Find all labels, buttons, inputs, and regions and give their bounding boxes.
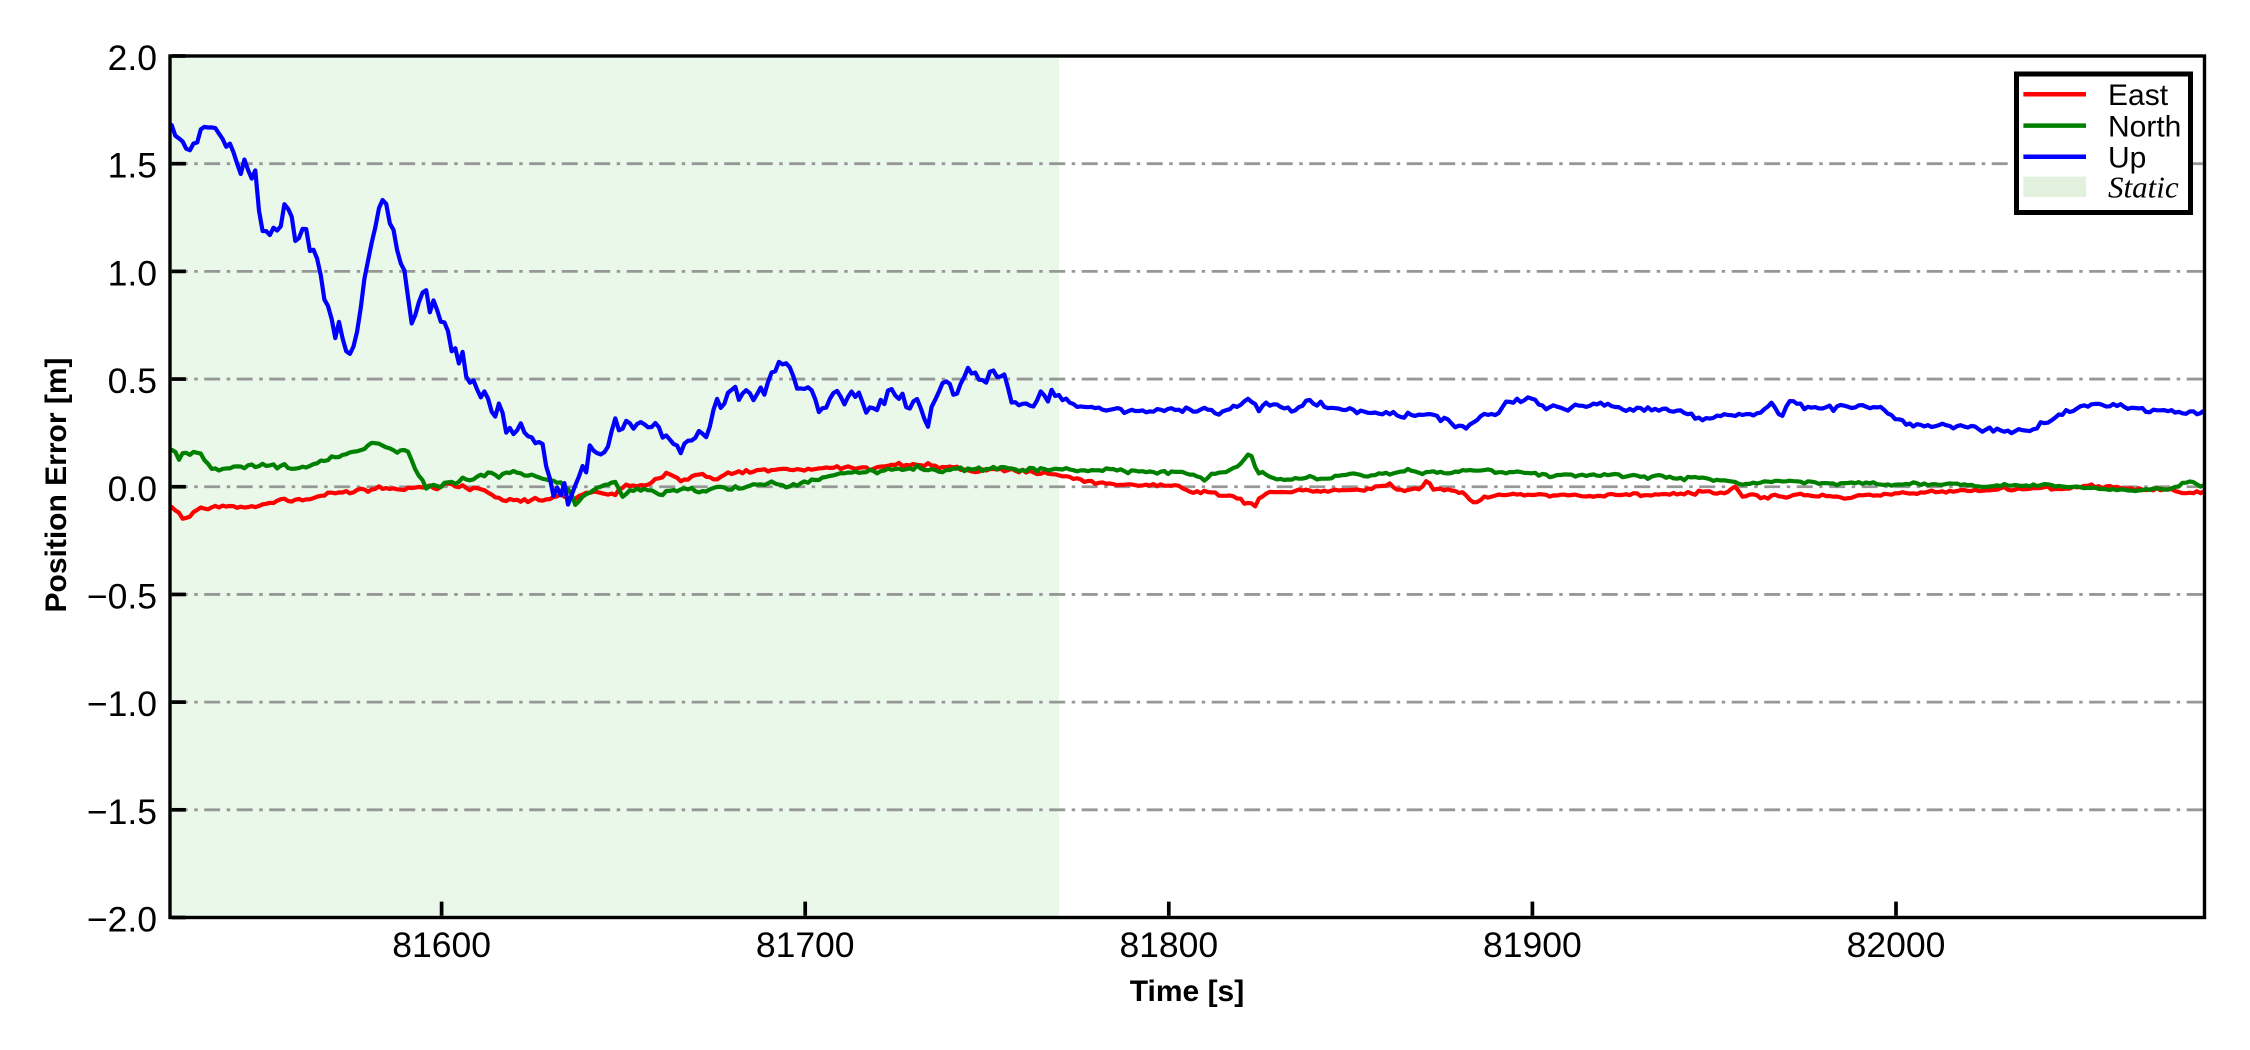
svg-text:81700: 81700	[756, 925, 855, 965]
svg-text:Up: Up	[2108, 142, 2146, 175]
svg-text:Static: Static	[2108, 169, 2179, 204]
svg-text:Position Error [m]: Position Error [m]	[40, 357, 73, 612]
svg-text:1.5: 1.5	[108, 146, 157, 186]
svg-text:81800: 81800	[1119, 925, 1218, 965]
svg-text:82000: 82000	[1847, 925, 1946, 965]
svg-text:−2.0: −2.0	[87, 900, 157, 940]
svg-text:−0.5: −0.5	[87, 576, 157, 616]
svg-text:0.5: 0.5	[108, 361, 157, 401]
svg-text:−1.5: −1.5	[87, 792, 157, 832]
svg-text:2.0: 2.0	[108, 38, 157, 78]
svg-text:1.0: 1.0	[108, 253, 157, 293]
svg-text:81900: 81900	[1483, 925, 1582, 965]
svg-text:East: East	[2108, 79, 2169, 112]
svg-text:North: North	[2108, 111, 2181, 144]
svg-text:−1.0: −1.0	[87, 684, 157, 724]
svg-text:Time [s]: Time [s]	[1130, 975, 1244, 1008]
svg-text:0.0: 0.0	[108, 469, 157, 509]
svg-text:81600: 81600	[392, 925, 491, 965]
